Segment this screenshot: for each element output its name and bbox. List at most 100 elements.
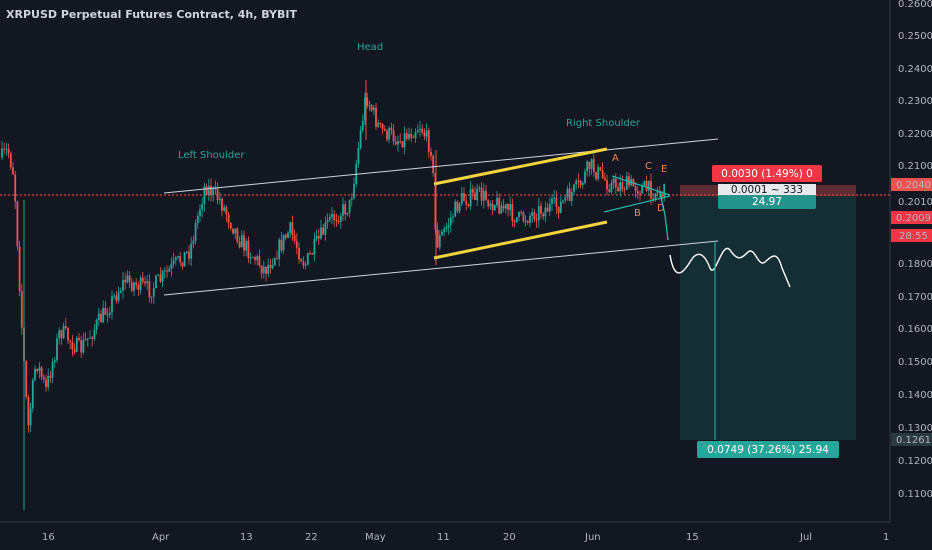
x-tick: 13 [240,532,253,543]
candle-body [181,262,184,267]
left-shoulder-label: Left Shoulder [178,150,245,161]
candle-body [476,188,479,200]
candle-body [482,190,485,201]
candle-body [390,127,393,131]
candle-body [478,187,481,189]
candle-body [163,270,166,272]
candle-body [392,130,395,142]
candle-body [634,186,637,192]
candle-body [443,228,446,232]
candle-body [350,198,353,200]
candle-body [639,193,641,195]
y-tick: 0.1200 [898,456,932,467]
candle-body [654,193,657,199]
candle-body [203,186,206,205]
candle-body [383,129,386,131]
candle-body [71,341,74,350]
candle-body [58,330,61,339]
candle-body [617,187,619,192]
candle-body [454,201,457,217]
candle-body [64,325,67,329]
stop-label: 0.0030 (1.49%) 0 [721,168,813,180]
target-box[interactable] [697,441,839,458]
lower-trendline[interactable] [163,240,719,296]
upper-trendline[interactable] [163,138,719,194]
channel-upper-line[interactable] [433,147,608,186]
candle-body [581,183,584,185]
candle-body [592,159,595,173]
candle-body [152,288,155,297]
candle-body [399,141,402,143]
x-tick: Jul [799,532,812,543]
candle-body [271,265,274,268]
y-tick: 0.2200 [898,129,932,140]
candle-body [69,340,72,342]
candle-body [100,313,102,323]
candle-body [601,170,604,178]
candle-body [647,180,650,191]
candle-body [196,216,199,223]
candle-body [218,198,221,201]
candle-body [535,219,538,221]
candle-body [606,180,608,190]
candle-body [119,290,122,293]
candle-body [205,186,208,196]
candle-body [300,259,303,262]
candle-body [245,240,248,251]
candle-body [306,253,309,265]
candle-body [177,256,179,258]
triangle-lower-line[interactable] [603,195,671,213]
stop-box[interactable] [712,165,822,182]
candle-body [247,240,250,259]
candle-body [113,295,116,297]
candle-body [42,377,45,380]
candle-body [500,205,503,214]
candle-body [302,261,305,266]
channel-lower-line[interactable] [433,220,608,260]
target-zone [680,196,856,440]
triangle-upper-line[interactable] [611,175,671,196]
candle-body [515,216,518,223]
candle-body [625,176,628,190]
candle-body [190,243,193,259]
candle-body [577,180,580,182]
y-axis[interactable]: 0.2600 0.2500 0.2400 0.2300 0.2200 0.210… [898,0,932,500]
candle-body [590,159,593,169]
candle-body [434,173,437,230]
candle-body [199,209,201,217]
candle-body [465,201,468,205]
candle-body [546,207,549,212]
candle-body [619,182,622,192]
candle-body [260,265,263,274]
candle-body [467,204,470,207]
candle-body [650,180,652,199]
x-axis[interactable]: 16 Apr 13 22 May 11 20 Jun 15 Jul 1 [42,532,889,543]
candle-body [104,307,107,315]
candle-body [49,375,52,378]
candle-body [282,234,285,251]
candle-body [53,360,56,363]
candle-body [348,199,351,213]
candle-body [381,123,384,130]
candle-body [357,147,360,164]
candle-body [661,193,663,197]
candle-body [126,275,129,283]
candle-body [491,203,494,211]
candle-body [370,105,373,111]
y-tick: 0.2100 [898,161,932,172]
candle-body [38,367,41,371]
candle-body [586,161,589,172]
candle-body [135,282,138,285]
candle-body [5,148,8,150]
candle-body [377,122,380,127]
x-tick: 20 [503,532,516,543]
y-tick: 0.2500 [898,31,932,42]
candle-body [225,207,228,215]
candle-body [487,200,490,207]
candle-body [663,184,666,197]
candle-body [304,264,307,266]
candle-body [280,239,283,251]
entry-box-top [718,184,816,195]
